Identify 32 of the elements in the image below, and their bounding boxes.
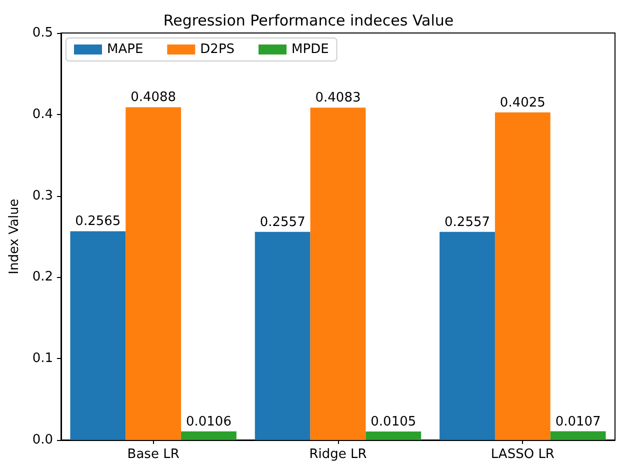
data-label: 0.4088 [130, 90, 176, 106]
x-tick-label: LASSO LR [490, 447, 554, 462]
bar [494, 112, 550, 440]
data-label: 0.4025 [500, 95, 546, 110]
legend-label: MPDE [292, 42, 329, 57]
y-tick-label: 0.2 [32, 270, 53, 285]
y-tick-label: 0.5 [32, 26, 53, 40]
data-label: 0.2557 [444, 214, 490, 230]
data-label: 0.4083 [315, 90, 361, 106]
bar [126, 107, 182, 440]
data-label: 0.0106 [186, 414, 232, 430]
bar [310, 108, 366, 440]
legend-label: MAPE [107, 42, 144, 57]
x-tick-label: Base LR [127, 447, 180, 462]
bar [366, 431, 422, 440]
x-tick-label: Ridge LR [309, 447, 367, 462]
bar [70, 231, 126, 440]
data-label: 0.0107 [555, 414, 601, 430]
bar [254, 232, 310, 440]
y-tick-label: 0.0 [32, 432, 53, 448]
data-label: 0.2557 [260, 214, 306, 230]
data-label: 0.0105 [370, 414, 416, 430]
y-tick-label: 0.3 [32, 188, 53, 204]
legend-label: D2PS [200, 42, 235, 57]
y-tick-label: 0.4 [32, 106, 53, 122]
y-tick-label: 0.1 [32, 351, 53, 366]
y-axis-title: Index Value [7, 198, 22, 274]
bar [440, 232, 495, 440]
data-label: 0.2565 [75, 214, 121, 230]
chart-title: Regression Performance indeces Value [163, 12, 454, 30]
bar [181, 431, 236, 440]
bar [550, 431, 606, 440]
